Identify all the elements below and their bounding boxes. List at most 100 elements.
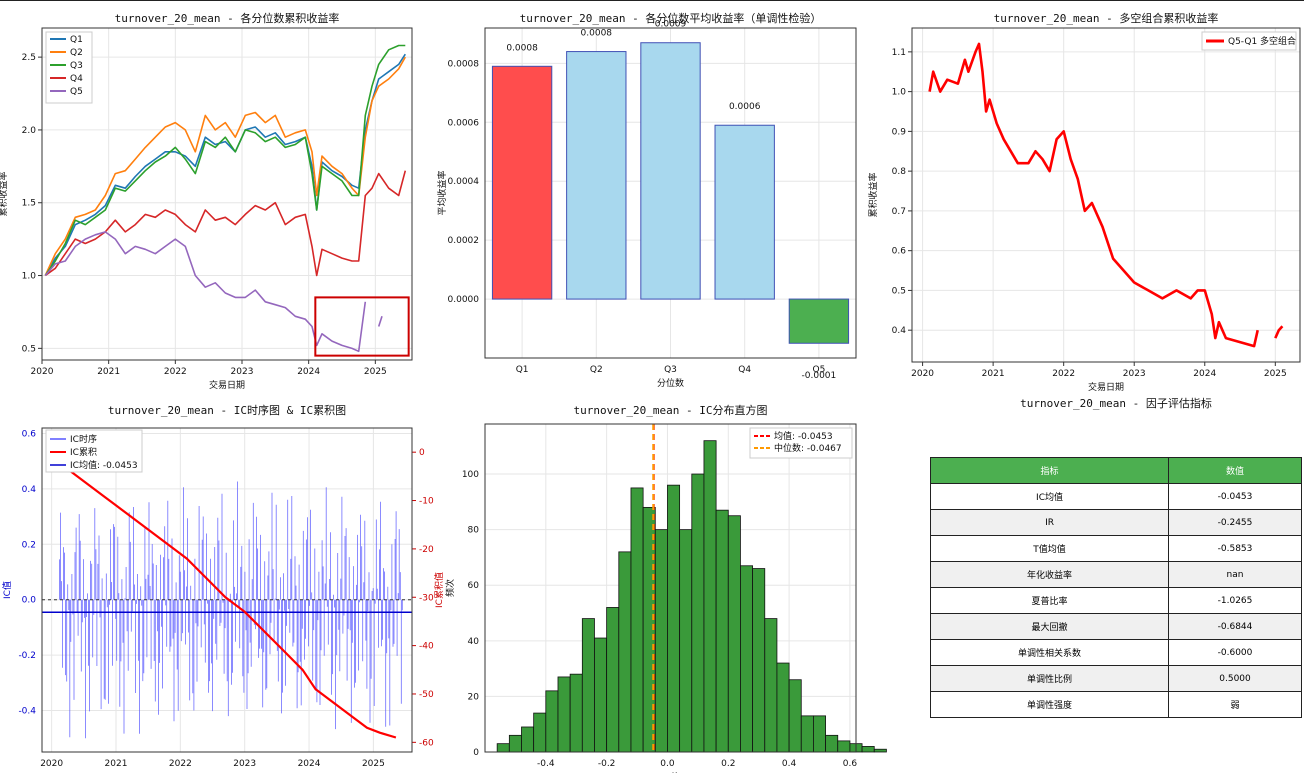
x-tick-label: Q1 bbox=[516, 365, 529, 375]
legend-label: Q5 bbox=[70, 87, 83, 97]
x-tick-label: 0.2 bbox=[721, 759, 735, 769]
y-tick-label: 0.8 bbox=[892, 167, 907, 177]
x-tick-label: Q5 bbox=[812, 365, 825, 375]
ic-series-bars bbox=[59, 481, 403, 739]
x-tick-label: 2022 bbox=[164, 367, 187, 377]
x-tick-label: 2023 bbox=[1123, 369, 1146, 379]
metrics-header-value: 数值 bbox=[1168, 457, 1302, 484]
y-tick-label: -0.2 bbox=[18, 651, 36, 661]
x-tick-label: 2024 bbox=[1193, 369, 1216, 379]
y2-tick-label: 0 bbox=[419, 448, 425, 458]
y-tick-label: 0.4 bbox=[892, 326, 907, 336]
quantile-cumret-chart: turnover_20_mean - 各分位数累积收益率 2020 2021 2022… bbox=[0, 0, 430, 391]
y2-tick-label: -10 bbox=[419, 497, 434, 507]
plot-frame bbox=[41, 427, 413, 753]
table-row: T值均值 -0.5853 bbox=[929, 535, 1302, 562]
x-tick-label: 2020 bbox=[31, 367, 54, 377]
metrics-table: 指标 数值 IC均值 -0.0453 IR -0.2455 T值均值 -0.5853 … bbox=[929, 457, 1302, 718]
chart-title: turnover_20_mean - 各分位数累积收益率 bbox=[115, 11, 340, 25]
plot-frame bbox=[484, 27, 857, 359]
y-tick-label: 0.5 bbox=[892, 286, 906, 296]
bar-q5 bbox=[788, 298, 850, 344]
x-tick-label: 2021 bbox=[97, 367, 120, 377]
histogram-bar bbox=[521, 726, 535, 753]
x-axis-label: 交易日期 bbox=[1088, 381, 1124, 393]
y-tick-label: 2.5 bbox=[22, 53, 36, 63]
histogram-bar bbox=[533, 712, 547, 753]
x-tick-label: Q4 bbox=[738, 365, 751, 375]
histogram-bar bbox=[800, 715, 814, 753]
histogram-bar bbox=[764, 618, 778, 753]
y-tick-label: -0.4 bbox=[18, 706, 36, 716]
metric-value: -0.6000 bbox=[1168, 639, 1302, 666]
x-tick-label: 0.6 bbox=[843, 759, 858, 769]
histogram-bar bbox=[861, 746, 875, 753]
y-tick-label: 20 bbox=[468, 692, 480, 702]
legend-label: Q2 bbox=[70, 48, 83, 58]
metrics-header-name: 指标 bbox=[929, 457, 1170, 484]
x-tick-label: 2020 bbox=[911, 369, 934, 379]
histogram-bar bbox=[813, 715, 826, 753]
histogram-bar bbox=[630, 487, 644, 753]
histogram-bar bbox=[569, 673, 583, 753]
plot-frame bbox=[911, 27, 1301, 363]
bar-value-label: 0.0008 bbox=[506, 43, 538, 53]
y-axis-label: IC值 bbox=[1, 581, 13, 599]
histogram-bar bbox=[654, 529, 668, 753]
long-short-line bbox=[928, 42, 1259, 348]
metric-value: 0.5000 bbox=[1168, 665, 1302, 692]
metric-name: 年化收益率 bbox=[929, 561, 1170, 588]
histogram-bar bbox=[606, 607, 620, 753]
legend-label: IC均值: -0.0453 bbox=[70, 459, 138, 471]
metric-name: IC均值 bbox=[929, 483, 1170, 510]
bar-q3 bbox=[640, 42, 701, 300]
metric-value: -0.6844 bbox=[1168, 613, 1302, 640]
y-tick-label: 0.0006 bbox=[448, 118, 480, 128]
legend-box bbox=[45, 31, 93, 104]
histogram-bar bbox=[581, 618, 595, 753]
y-tick-label: 0.4 bbox=[22, 485, 37, 495]
histogram-bar bbox=[715, 509, 729, 753]
metric-name: T值均值 bbox=[929, 535, 1170, 562]
x-tick-label: 0.4 bbox=[782, 759, 797, 769]
histogram-bar bbox=[594, 637, 608, 753]
y-axis-label: 累积收益率 bbox=[867, 172, 879, 217]
x-axis-label: 交易日期 bbox=[209, 379, 245, 391]
x-tick-label: 2023 bbox=[233, 759, 256, 769]
y-tick-label: 0 bbox=[473, 748, 479, 758]
metric-name: 单调性相关系数 bbox=[929, 639, 1170, 666]
legend-box bbox=[749, 427, 853, 459]
series-line-q2 bbox=[44, 56, 406, 276]
table-row: IR -0.2455 bbox=[929, 509, 1302, 536]
histogram-bar bbox=[557, 676, 571, 753]
legend-label: 均值: -0.0453 bbox=[774, 430, 833, 442]
legend-label: Q5-Q1 多空组合 bbox=[1228, 35, 1296, 47]
series-line-q3 bbox=[44, 44, 406, 276]
bar-value-label: 0.0006 bbox=[729, 102, 761, 112]
series-line-q4 bbox=[44, 170, 407, 277]
x-tick-label: 0.0 bbox=[660, 759, 675, 769]
metric-value: -0.5853 bbox=[1168, 535, 1302, 562]
metric-name: 最大回撤 bbox=[929, 613, 1170, 640]
ic-timeseries-chart: turnover_20_mean - IC时序图 & IC累积图 2020 2021… bbox=[0, 390, 445, 773]
chart-title: turnover_20_mean - 多空组合累积收益率 bbox=[994, 11, 1219, 25]
metric-name: 夏普比率 bbox=[929, 587, 1170, 614]
metric-name: 单调性强度 bbox=[929, 691, 1170, 718]
histogram-bar bbox=[618, 551, 632, 753]
series-line-q5-tail bbox=[377, 316, 383, 327]
x-tick-label: -0.4 bbox=[537, 759, 555, 769]
y-axis-label: 累积收益率 bbox=[0, 171, 9, 216]
x-tick-label: 2020 bbox=[40, 759, 63, 769]
histogram-bar bbox=[703, 440, 717, 753]
y-tick-label: 0.7 bbox=[892, 207, 906, 217]
legend-box bbox=[1201, 31, 1297, 51]
table-row: 夏普比率 -1.0265 bbox=[929, 587, 1302, 614]
x-tick-label: 2025 bbox=[364, 367, 387, 377]
y-tick-label: 0.5 bbox=[22, 344, 36, 354]
metric-value: -0.2455 bbox=[1168, 509, 1302, 536]
metric-name: 单调性比例 bbox=[929, 665, 1170, 692]
y-tick-label: 0.6 bbox=[22, 430, 37, 440]
long-short-cumret-chart: turnover_20_mean - 多空组合累积收益率 2020 2021 2022… bbox=[867, 0, 1304, 393]
y2-tick-label: -40 bbox=[419, 642, 434, 652]
histogram-bar bbox=[727, 515, 741, 753]
